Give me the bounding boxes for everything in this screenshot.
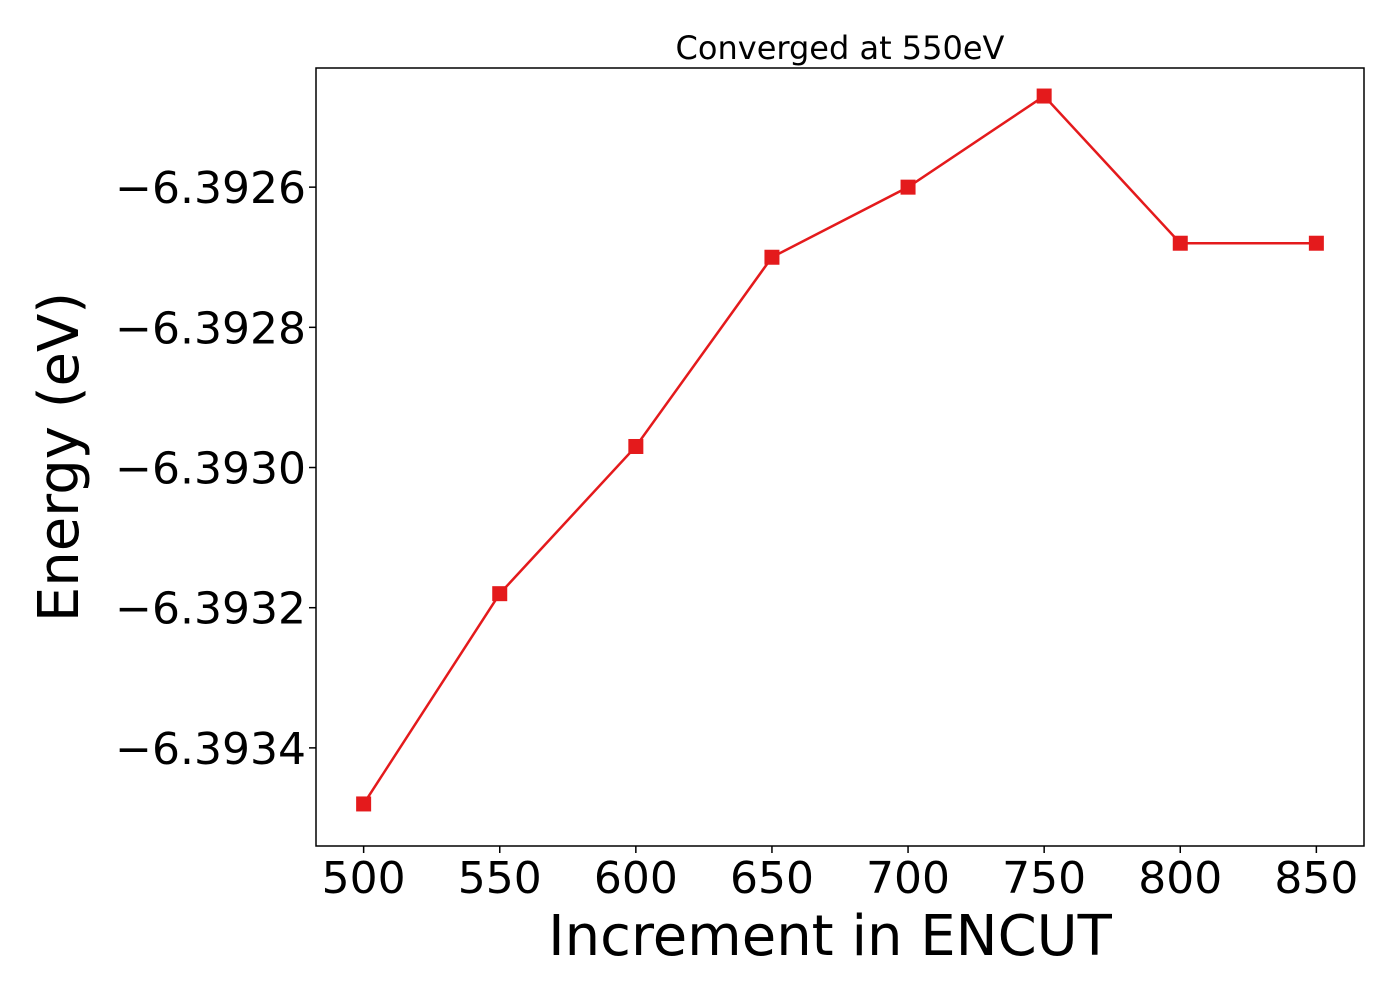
x-axis: 500 550 600 650 700 750 800 850 xyxy=(322,846,1358,904)
x-tick-label: 750 xyxy=(1002,853,1086,904)
data-point xyxy=(1308,235,1324,251)
x-tick-label: 850 xyxy=(1274,853,1358,904)
data-series xyxy=(356,88,1324,812)
data-point xyxy=(764,249,780,265)
data-point xyxy=(1172,235,1188,251)
y-axis: −6.3934 −6.3932 −6.3930 −6.3928 −6.3926 xyxy=(115,163,316,775)
y-tick-label: −6.3934 xyxy=(115,724,306,775)
data-point xyxy=(628,438,644,454)
x-tick-label: 550 xyxy=(458,853,542,904)
x-axis-title: Increment in ENCUT xyxy=(548,904,1113,969)
y-tick-label: −6.3932 xyxy=(115,584,306,635)
plot-frame xyxy=(315,67,1365,847)
y-tick-label: −6.3926 xyxy=(115,163,306,214)
data-point xyxy=(492,586,508,602)
chart-title: Converged at 550eV xyxy=(676,29,1005,67)
data-point xyxy=(900,179,916,195)
y-tick-label: −6.3930 xyxy=(115,444,306,495)
x-tick-label: 650 xyxy=(730,853,814,904)
x-tick-label: 600 xyxy=(594,853,678,904)
x-tick-label: 500 xyxy=(322,853,406,904)
data-point xyxy=(1036,88,1052,104)
data-point xyxy=(356,796,372,812)
y-tick-label: −6.3928 xyxy=(115,303,306,354)
x-tick-label: 700 xyxy=(866,853,950,904)
x-tick-label: 800 xyxy=(1138,853,1222,904)
y-axis-title: Energy (eV) xyxy=(27,292,92,622)
series-line xyxy=(362,94,1317,805)
